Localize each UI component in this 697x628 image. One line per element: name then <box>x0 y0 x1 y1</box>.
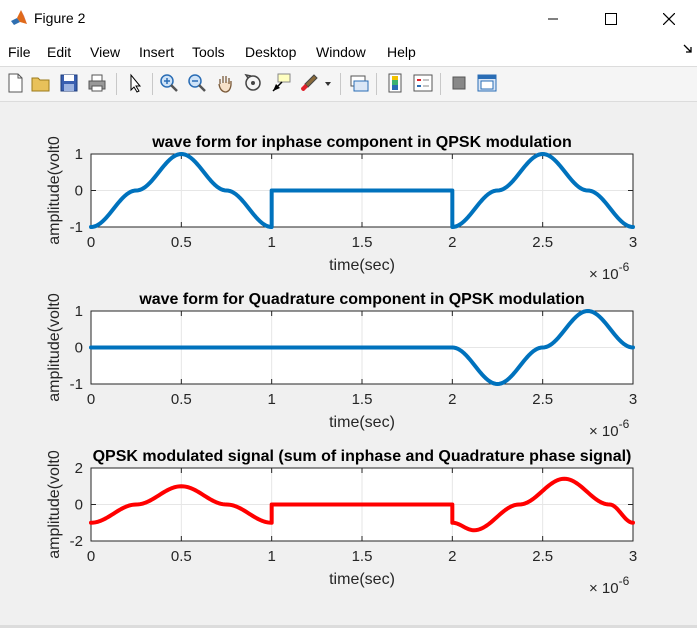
y-tick-label: 1 <box>75 146 83 163</box>
chart-title-2: wave form for Quadrature component in QP… <box>138 291 584 308</box>
x-tick-label: 0 <box>87 548 95 565</box>
close-button[interactable] <box>646 0 692 38</box>
x-tick-label: 1.5 <box>352 234 373 251</box>
y-tick-label: 1 <box>75 303 83 320</box>
y-tick-label: -1 <box>70 219 83 236</box>
x-exponent-base: × 10 <box>589 580 619 597</box>
series-line-2 <box>89 309 635 386</box>
x-tick-label: 2 <box>448 234 456 251</box>
open-file-icon[interactable] <box>30 72 52 94</box>
toolbar-separator <box>440 73 441 95</box>
x-tick-label: 0.5 <box>171 234 192 251</box>
menu-window[interactable]: Window <box>316 44 366 60</box>
x-tick-label: 0.5 <box>171 548 192 565</box>
rotate-3d-icon[interactable] <box>242 72 264 94</box>
menu-tools[interactable]: Tools <box>192 44 225 60</box>
x-tick-label: 1 <box>267 391 275 408</box>
new-figure-icon[interactable] <box>4 72 26 94</box>
y-tick-label: 2 <box>75 460 83 477</box>
pointer-icon[interactable] <box>124 72 146 94</box>
maximize-icon <box>605 13 617 25</box>
y-tick-label: 0 <box>75 340 83 357</box>
series-line-3 <box>89 476 635 533</box>
toolbar <box>0 66 697 102</box>
minimize-button[interactable] <box>530 0 576 38</box>
x-axis-label-3: time(sec) <box>329 571 395 588</box>
y-tick-label: 0 <box>75 183 83 200</box>
x-exponent-power: -6 <box>619 260 630 274</box>
x-tick-label: 1.5 <box>352 391 373 408</box>
x-tick-label: 3 <box>629 391 637 408</box>
x-tick-label: 2.5 <box>532 391 553 408</box>
zoom-in-icon[interactable] <box>158 72 180 94</box>
menu-bar: File Edit View Insert Tools Desktop Wind… <box>0 38 697 66</box>
x-tick-label: 0.5 <box>171 391 192 408</box>
x-tick-label: 2.5 <box>532 548 553 565</box>
toolbar-separator <box>152 73 153 95</box>
hide-plot-tools-icon[interactable] <box>448 72 470 94</box>
x-tick-label: 2 <box>448 548 456 565</box>
y-tick-label: -1 <box>70 376 83 393</box>
y-axis-label-2: amplitude(volt0 <box>46 293 63 402</box>
legend-icon[interactable] <box>412 72 434 94</box>
pan-icon[interactable] <box>214 72 236 94</box>
y-axis-label-3: amplitude(volt0 <box>46 450 63 559</box>
menu-view[interactable]: View <box>90 44 121 60</box>
chart-title-1: wave form for inphase component in QPSK … <box>151 134 572 151</box>
x-exponent-power: -6 <box>619 417 630 431</box>
x-tick-label: 1 <box>267 234 275 251</box>
series-line-1 <box>89 152 635 229</box>
zoom-out-icon[interactable] <box>186 72 208 94</box>
close-icon <box>663 13 675 25</box>
x-exponent-base: × 10 <box>589 266 619 283</box>
x-tick-label: 3 <box>629 548 637 565</box>
matlab-logo-icon <box>11 10 27 25</box>
x-exponent-label-2: × 10-6 <box>589 417 630 440</box>
window-title: Figure 2 <box>34 10 86 26</box>
chart-title-3: QPSK modulated signal (sum of inphase an… <box>93 448 632 465</box>
y-axis-label-1: amplitude(volt0 <box>46 136 63 245</box>
x-tick-label: 1.5 <box>352 548 373 565</box>
x-tick-label: 2 <box>448 391 456 408</box>
print-icon[interactable] <box>86 72 108 94</box>
data-cursor-icon[interactable] <box>270 72 292 94</box>
brush-dropdown-icon[interactable] <box>322 72 334 94</box>
x-tick-label: 0 <box>87 234 95 251</box>
brush-icon[interactable] <box>298 72 320 94</box>
toolbar-separator <box>116 73 117 95</box>
title-bar: Figure 2 <box>0 0 697 38</box>
menu-help[interactable]: Help <box>387 44 416 60</box>
bottom-border <box>0 625 697 628</box>
x-exponent-label-3: × 10-6 <box>589 574 630 597</box>
x-axis-label-1: time(sec) <box>329 257 395 274</box>
y-tick-label: 0 <box>75 497 83 514</box>
x-tick-label: 0 <box>87 391 95 408</box>
toolbar-separator <box>340 73 341 95</box>
x-exponent-label-1: × 10-6 <box>589 260 630 283</box>
minimize-icon <box>548 18 558 20</box>
toolbar-separator <box>376 73 377 95</box>
maximize-button[interactable] <box>588 0 634 38</box>
menu-file[interactable]: File <box>8 44 31 60</box>
menu-desktop[interactable]: Desktop <box>245 44 297 60</box>
x-tick-label: 1 <box>267 548 275 565</box>
y-tick-label: -2 <box>70 533 83 550</box>
link-plot-icon[interactable] <box>348 72 370 94</box>
x-tick-label: 2.5 <box>532 234 553 251</box>
x-axis-label-2: time(sec) <box>329 414 395 431</box>
x-exponent-power: -6 <box>619 574 630 588</box>
menu-edit[interactable]: Edit <box>47 44 72 60</box>
show-plot-tools-icon[interactable] <box>476 72 498 94</box>
colorbar-icon[interactable] <box>384 72 406 94</box>
save-icon[interactable] <box>58 72 80 94</box>
menu-insert[interactable]: Insert <box>139 44 175 60</box>
x-tick-label: 3 <box>629 234 637 251</box>
dock-arrow-icon[interactable] <box>683 44 693 56</box>
x-exponent-base: × 10 <box>589 423 619 440</box>
